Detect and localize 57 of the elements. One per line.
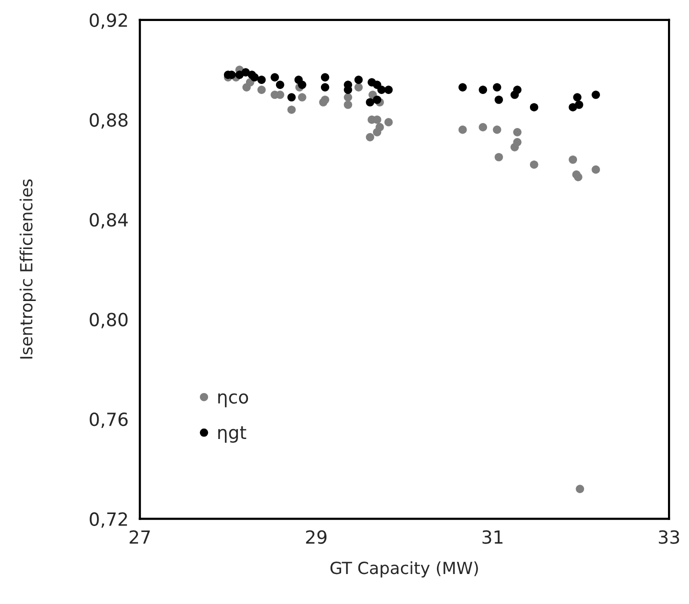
point xyxy=(592,90,600,99)
y-tick-label: 0,76 xyxy=(90,412,128,428)
point xyxy=(320,73,330,82)
point xyxy=(572,170,581,179)
point xyxy=(494,152,503,162)
x-tick-label: 31 xyxy=(482,530,502,544)
x-tick-label: 33 xyxy=(658,530,680,544)
point xyxy=(530,160,538,169)
point xyxy=(478,86,488,94)
x-tick-label: 29 xyxy=(306,530,326,544)
legend-label: ηgt xyxy=(218,426,246,443)
point xyxy=(287,106,296,114)
point xyxy=(510,142,519,152)
point xyxy=(366,133,374,142)
point xyxy=(287,93,296,102)
y-axis-title: Isentropic Efficiencies xyxy=(20,179,36,359)
y-tick-label: 0,92 xyxy=(90,13,127,29)
point xyxy=(494,96,503,104)
point xyxy=(354,83,363,92)
point xyxy=(573,93,582,102)
point xyxy=(478,123,488,132)
point xyxy=(576,484,584,494)
y-tick-label: 0,88 xyxy=(90,113,128,129)
point xyxy=(320,83,330,92)
point xyxy=(492,126,502,134)
point xyxy=(372,96,382,104)
point xyxy=(344,93,352,102)
point xyxy=(250,73,259,82)
y-tick-label: 0,72 xyxy=(90,512,127,528)
point xyxy=(384,118,393,126)
x-axis-title: GT Capacity (MW) xyxy=(330,561,478,578)
point xyxy=(592,165,600,174)
y-tick-label: 0,84 xyxy=(90,212,128,228)
point xyxy=(384,86,393,94)
point xyxy=(257,86,266,94)
legend-label: ηco xyxy=(218,393,248,408)
point xyxy=(298,80,306,89)
point xyxy=(366,98,374,106)
point xyxy=(377,86,386,94)
y-tick-label: 0,80 xyxy=(90,312,128,328)
point xyxy=(458,126,467,134)
point xyxy=(568,155,578,164)
point xyxy=(298,93,306,102)
x-tick-label: 27 xyxy=(130,530,150,544)
point xyxy=(354,76,363,84)
point xyxy=(344,100,352,109)
point xyxy=(276,80,284,89)
point xyxy=(270,73,279,82)
point xyxy=(530,103,538,112)
point xyxy=(320,96,330,104)
point xyxy=(574,100,584,109)
point xyxy=(492,83,502,92)
point xyxy=(257,76,266,84)
point xyxy=(458,83,467,92)
point xyxy=(510,90,519,99)
point xyxy=(513,128,522,136)
point xyxy=(372,128,382,136)
